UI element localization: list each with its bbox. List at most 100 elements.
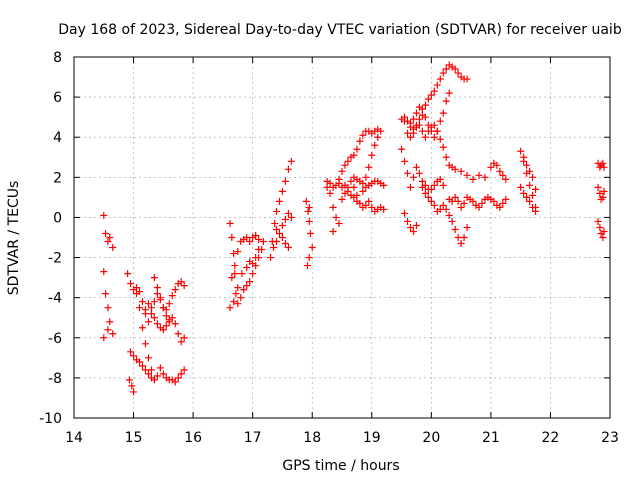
data-point: [234, 300, 242, 308]
data-point: [404, 129, 412, 137]
data-point: [278, 187, 286, 195]
data-point: [259, 238, 267, 246]
data-point: [421, 101, 429, 109]
data-point: [147, 310, 155, 318]
series-track-33: [594, 217, 608, 241]
data-point: [442, 153, 450, 161]
data-point: [436, 75, 444, 83]
data-point: [231, 262, 239, 270]
data-point: [156, 294, 164, 302]
data-point: [368, 203, 376, 211]
y-tick-label: 8: [53, 50, 62, 66]
data-point: [305, 254, 313, 262]
data-point: [430, 181, 438, 189]
data-point: [418, 183, 426, 191]
data-point: [159, 370, 167, 378]
series-track-25: [401, 209, 420, 235]
data-point: [177, 338, 185, 346]
series-track-02: [100, 268, 117, 342]
data-point: [156, 364, 164, 372]
data-point: [460, 199, 468, 207]
data-point: [463, 171, 471, 179]
data-point: [463, 75, 471, 83]
data-point: [249, 260, 257, 268]
data-point: [350, 183, 358, 191]
data-point: [240, 286, 248, 294]
data-point: [252, 254, 260, 262]
plot-area-frame: [73, 56, 611, 419]
data-point: [162, 322, 170, 330]
data-point: [371, 141, 379, 149]
series-track-01: [100, 211, 117, 252]
data-point: [344, 157, 352, 165]
data-point: [356, 137, 364, 145]
data-point: [171, 320, 179, 328]
data-point: [454, 69, 462, 77]
data-point: [255, 246, 263, 254]
data-point: [144, 318, 152, 326]
data-point: [460, 234, 468, 241]
data-point: [520, 189, 528, 197]
y-tick-label: -2: [48, 251, 62, 267]
data-point: [418, 127, 426, 135]
series-track-12: [267, 157, 295, 262]
data-point: [424, 127, 432, 135]
data-point: [493, 161, 501, 169]
data-point: [487, 163, 495, 171]
series-track-20: [359, 177, 388, 195]
data-point: [144, 300, 152, 308]
axis-ticks: 14 15 16 17 18 19 20 21 22 23 -10 -8 -6 -4 -2 0 2 4 6 8: [39, 50, 619, 446]
data-point: [526, 167, 534, 175]
data-point: [499, 199, 507, 207]
data-point: [147, 366, 155, 374]
data-point: [246, 278, 254, 286]
data-points: [100, 61, 608, 396]
chart-title: Day 168 of 2023, Sidereal Day-to-day VTE…: [58, 22, 622, 38]
data-point: [252, 231, 260, 239]
data-point: [329, 227, 337, 235]
data-point: [481, 173, 489, 181]
data-point: [278, 221, 286, 229]
y-tick-label: -4: [48, 291, 62, 307]
data-point: [439, 143, 447, 151]
data-point: [272, 238, 280, 246]
data-point: [475, 203, 483, 211]
data-point: [439, 201, 447, 209]
data-point: [335, 175, 343, 183]
data-point: [430, 87, 438, 95]
data-point: [430, 121, 438, 129]
data-point: [412, 221, 420, 229]
data-point: [130, 352, 138, 360]
data-point: [362, 201, 370, 209]
data-point: [427, 197, 435, 205]
data-point: [398, 145, 406, 153]
data-point: [130, 388, 138, 396]
data-point: [594, 183, 602, 191]
data-point: [125, 376, 133, 384]
data-point: [287, 157, 295, 165]
data-point: [451, 225, 459, 233]
data-point: [171, 378, 179, 386]
data-point: [347, 177, 355, 185]
data-point: [272, 207, 280, 215]
grid-lines: [74, 57, 610, 418]
data-point: [246, 238, 254, 246]
data-point: [454, 197, 462, 205]
data-point: [341, 161, 349, 169]
data-point: [529, 203, 537, 211]
data-point: [230, 250, 238, 258]
data-point: [147, 304, 155, 312]
data-point: [100, 211, 108, 219]
data-point: [359, 187, 367, 195]
y-tick-label: 2: [53, 170, 62, 186]
series-track-10: [226, 246, 263, 312]
x-axis-title: GPS time / hours: [282, 458, 399, 474]
data-point: [430, 133, 438, 141]
data-point: [412, 109, 420, 117]
data-point: [600, 163, 608, 171]
y-tick-label: 0: [53, 210, 62, 226]
data-point: [180, 334, 188, 342]
data-point: [359, 179, 367, 187]
data-point: [424, 193, 432, 201]
data-point: [380, 181, 388, 189]
